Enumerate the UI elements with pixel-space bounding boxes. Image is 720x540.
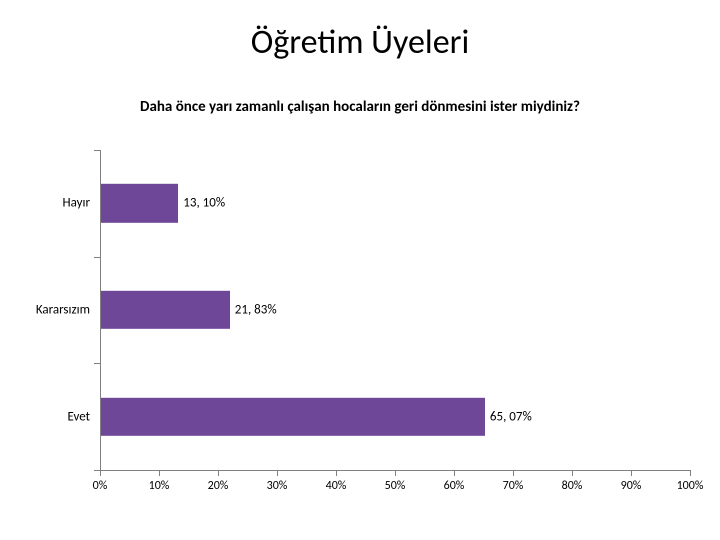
x-tick xyxy=(218,470,219,476)
slide-title: Öğretim Üyeleri xyxy=(0,22,720,63)
x-tick xyxy=(395,470,396,476)
x-tick-label: 10% xyxy=(149,479,170,493)
x-tick-label: 50% xyxy=(385,479,406,493)
x-tick-label: 60% xyxy=(444,479,465,493)
category-label: Hayır xyxy=(63,196,91,211)
x-tick xyxy=(277,470,278,476)
value-label: 21, 83% xyxy=(235,303,277,318)
category-label: Kararsızım xyxy=(36,303,90,318)
x-tick-label: 80% xyxy=(562,479,583,493)
bar xyxy=(101,291,230,329)
x-tick xyxy=(454,470,455,476)
x-tick xyxy=(100,470,101,476)
x-tick xyxy=(631,470,632,476)
bar-chart: 0%10%20%30%40%50%60%70%80%90%100%Hayır13… xyxy=(100,150,690,470)
category-label: Evet xyxy=(67,409,90,424)
value-label: 13, 10% xyxy=(183,196,225,211)
y-tick xyxy=(94,150,100,151)
value-label: 65, 07% xyxy=(490,409,532,424)
y-tick xyxy=(94,257,100,258)
chart-title: Daha önce yarı zamanlı çalışan hocaların… xyxy=(0,98,720,117)
x-tick xyxy=(513,470,514,476)
y-tick xyxy=(94,470,100,471)
bar xyxy=(101,184,178,222)
x-tick xyxy=(336,470,337,476)
x-tick xyxy=(159,470,160,476)
x-tick xyxy=(572,470,573,476)
x-tick-label: 100% xyxy=(677,479,704,493)
x-tick-label: 0% xyxy=(93,479,108,493)
x-tick-label: 90% xyxy=(621,479,642,493)
x-tick-label: 30% xyxy=(267,479,288,493)
x-tick xyxy=(690,470,691,476)
bar xyxy=(101,397,485,435)
x-tick-label: 40% xyxy=(326,479,347,493)
y-tick xyxy=(94,363,100,364)
x-tick-label: 20% xyxy=(208,479,229,493)
x-tick-label: 70% xyxy=(503,479,524,493)
